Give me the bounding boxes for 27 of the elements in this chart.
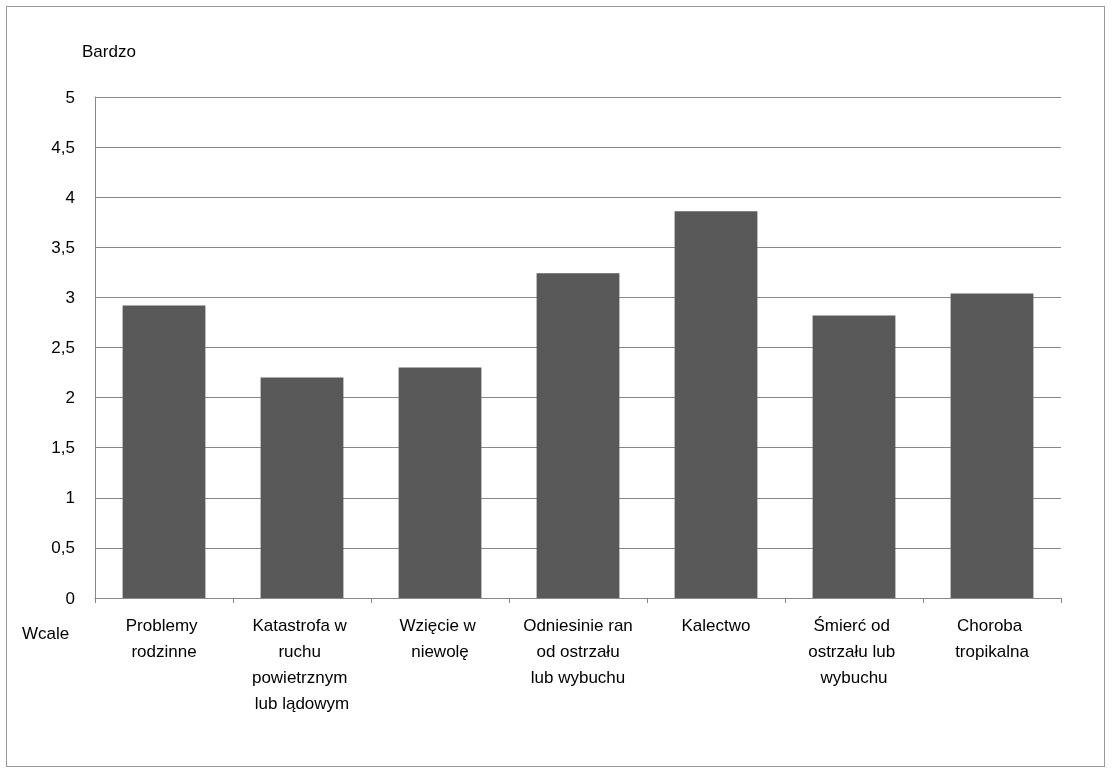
x-tick-label: Kalectwo — [681, 615, 751, 635]
bar — [950, 293, 1034, 598]
text: Wcale — [22, 624, 70, 643]
y-tick-label: 3 — [65, 287, 75, 307]
y-tick-label: 4,5 — [51, 137, 75, 157]
bar — [122, 305, 206, 598]
y-tick-label: 0,5 — [51, 538, 75, 558]
y-tick-label: 1 — [65, 488, 75, 508]
text: Bardzo — [82, 42, 136, 61]
y-tick-label: 2 — [65, 388, 75, 408]
x-tick-label: Problemy rodzinne — [125, 615, 203, 661]
y-tick-label: 0 — [65, 588, 75, 608]
y-tick-label: 2,5 — [51, 338, 75, 357]
x-tick-label: Katastrofa w ruchu powietrznym lub lądowym — [251, 615, 353, 713]
y-tick-label: 1,5 — [51, 438, 75, 458]
y-tick-label: 4 — [65, 187, 75, 207]
x-tick-label: Choroba tropikalna — [955, 615, 1030, 661]
x-tick-label: Śmierć od ostrzału lub wybuchu — [808, 615, 900, 687]
y-tick-label: 3,5 — [51, 237, 75, 257]
x-tick-label: Wzięcie w niewolę — [399, 615, 481, 661]
bar — [674, 211, 758, 598]
bar — [536, 273, 620, 598]
y-tick-label: 5 — [65, 87, 75, 107]
bar — [260, 377, 344, 598]
bar — [812, 315, 896, 598]
x-tick-label: Odniesinie ran od ostrzału lub wybuchu — [523, 615, 633, 687]
bar — [398, 367, 482, 598]
